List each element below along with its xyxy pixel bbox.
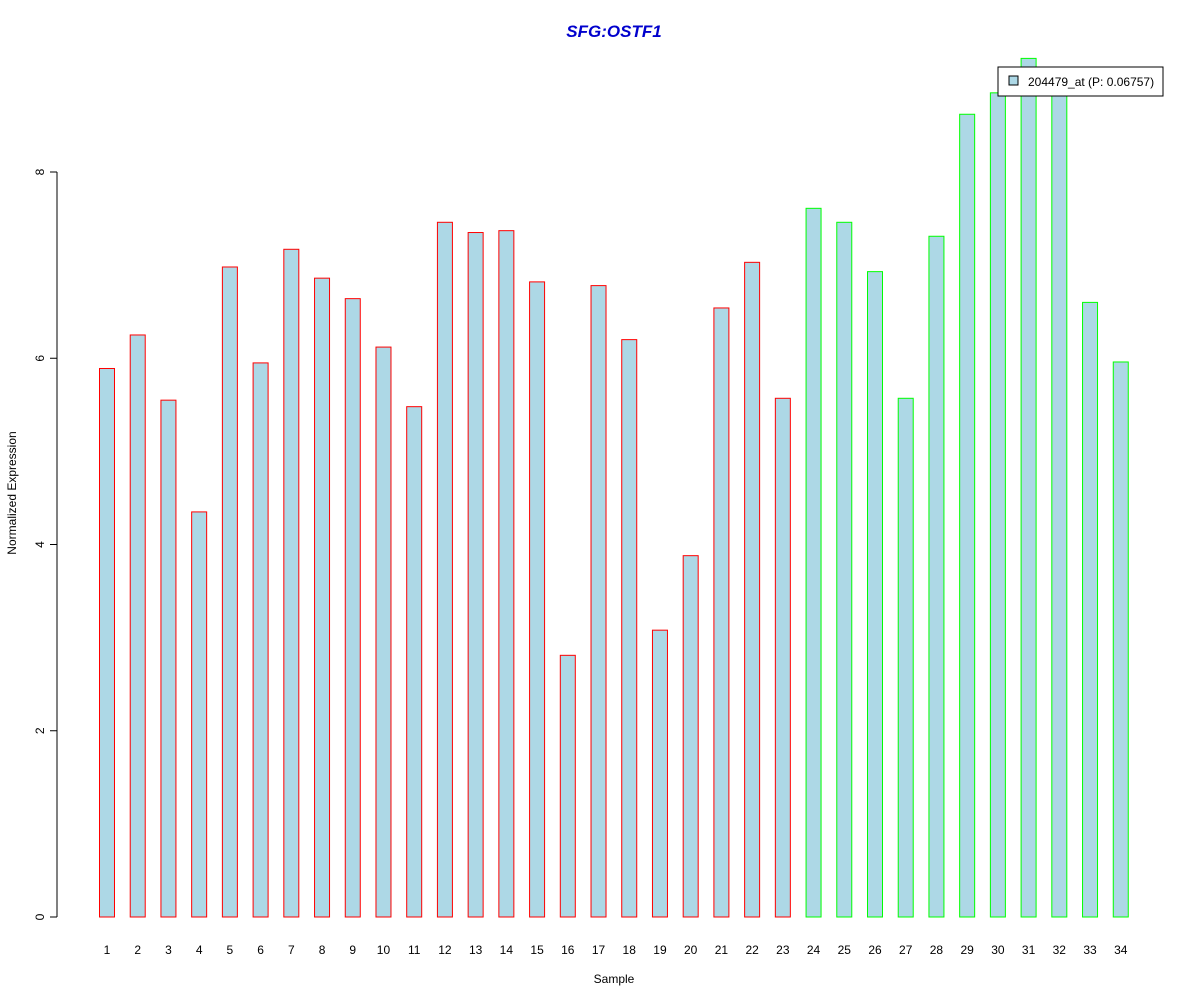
bar-sample-24 — [805, 207, 822, 918]
bar-sample-27 — [897, 397, 914, 918]
bar-sample-30 — [989, 92, 1006, 918]
x-tick-label: 11 — [408, 943, 421, 957]
x-tick-label: 12 — [438, 943, 452, 957]
bar-sample-28 — [928, 235, 945, 918]
x-axis-title: Sample — [594, 972, 635, 986]
bar-sample-23 — [774, 397, 791, 918]
x-tick-label: 17 — [592, 943, 606, 957]
bar-sample-20 — [682, 555, 699, 918]
bar-sample-5 — [221, 266, 238, 918]
x-tick-label: 32 — [1053, 943, 1067, 957]
bar-sample-7 — [283, 248, 300, 918]
x-tick-label: 9 — [349, 943, 356, 957]
bar-sample-11 — [406, 406, 423, 918]
x-tick-label: 25 — [838, 943, 852, 957]
x-tick-label: 16 — [561, 943, 575, 957]
x-tick-label: 6 — [257, 943, 264, 957]
x-tick-label: 2 — [134, 943, 141, 957]
bar-sample-19 — [651, 629, 668, 918]
bar-sample-25 — [836, 221, 853, 918]
y-tick-label: 6 — [33, 355, 47, 362]
bar-sample-1 — [99, 367, 115, 918]
bar-sample-6 — [252, 362, 269, 918]
bar-sample-10 — [375, 346, 392, 918]
bar-sample-29 — [959, 113, 976, 918]
bar-sample-17 — [590, 285, 607, 918]
y-axis-title: Normalized Expression — [5, 431, 19, 554]
x-tick-label: 24 — [807, 943, 821, 957]
x-tick-label: 18 — [623, 943, 637, 957]
x-tick-label: 21 — [715, 943, 729, 957]
x-tick-label: 30 — [991, 943, 1005, 957]
bar-sample-13 — [467, 232, 484, 918]
chart-title: SFG:OSTF1 — [566, 22, 661, 41]
x-tick-label: 34 — [1114, 943, 1128, 957]
bar-sample-18 — [621, 339, 638, 918]
bar-sample-34 — [1112, 361, 1129, 918]
bar-sample-33 — [1082, 301, 1099, 918]
legend-swatch — [1008, 75, 1019, 86]
x-tick-labels: 1 2 3 4 5 6 7 8 9 10 11 12 13 14 15 16 17 18 19 20 21 22 23 24 2… — [104, 943, 1128, 957]
x-tick-label: 27 — [899, 943, 913, 957]
x-tick-label: 5 — [227, 943, 234, 957]
bar-sample-22 — [744, 261, 761, 918]
bar-sample-4 — [191, 511, 208, 918]
x-tick-label: 28 — [930, 943, 944, 957]
bars — [99, 57, 1129, 918]
bar-sample-21 — [713, 307, 730, 918]
y-tick-label: 0 — [33, 913, 47, 920]
x-tick-label: 23 — [776, 943, 790, 957]
y-tick-label: 4 — [33, 541, 47, 548]
y-tick-label: 2 — [33, 727, 47, 734]
x-tick-label: 7 — [288, 943, 295, 957]
legend-box — [997, 66, 1164, 97]
bar-sample-32 — [1051, 89, 1068, 918]
x-tick-label: 10 — [377, 943, 391, 957]
x-tick-label: 22 — [745, 943, 759, 957]
x-tick-label: 29 — [960, 943, 974, 957]
x-tick-label: 1 — [104, 943, 111, 957]
bar-sample-2 — [129, 334, 146, 918]
bar-sample-8 — [314, 277, 331, 918]
x-tick-label: 33 — [1083, 943, 1097, 957]
bar-sample-3 — [160, 399, 177, 918]
x-tick-label: 20 — [684, 943, 698, 957]
y-axis: 0 2 4 6 8 — [33, 168, 58, 920]
y-tick-label: 8 — [33, 168, 47, 175]
x-tick-label: 8 — [319, 943, 326, 957]
x-tick-label: 3 — [165, 943, 172, 957]
legend: 204479_at (P: 0.06757) — [997, 66, 1164, 97]
bar-sample-14 — [498, 230, 515, 918]
x-tick-label: 14 — [500, 943, 514, 957]
bar-sample-15 — [529, 281, 546, 918]
x-tick-label: 15 — [530, 943, 544, 957]
x-tick-label: 19 — [653, 943, 667, 957]
x-tick-label: 13 — [469, 943, 483, 957]
legend-label: 204479_at (P: 0.06757) — [1028, 75, 1154, 89]
bar-sample-26 — [867, 271, 883, 918]
bar-sample-9 — [344, 298, 361, 918]
bar-sample-12 — [436, 221, 453, 918]
x-tick-label: 26 — [868, 943, 882, 957]
x-tick-label: 31 — [1022, 943, 1036, 957]
bar-sample-31 — [1020, 57, 1037, 918]
x-tick-label: 4 — [196, 943, 203, 957]
bar-sample-16 — [559, 654, 576, 918]
